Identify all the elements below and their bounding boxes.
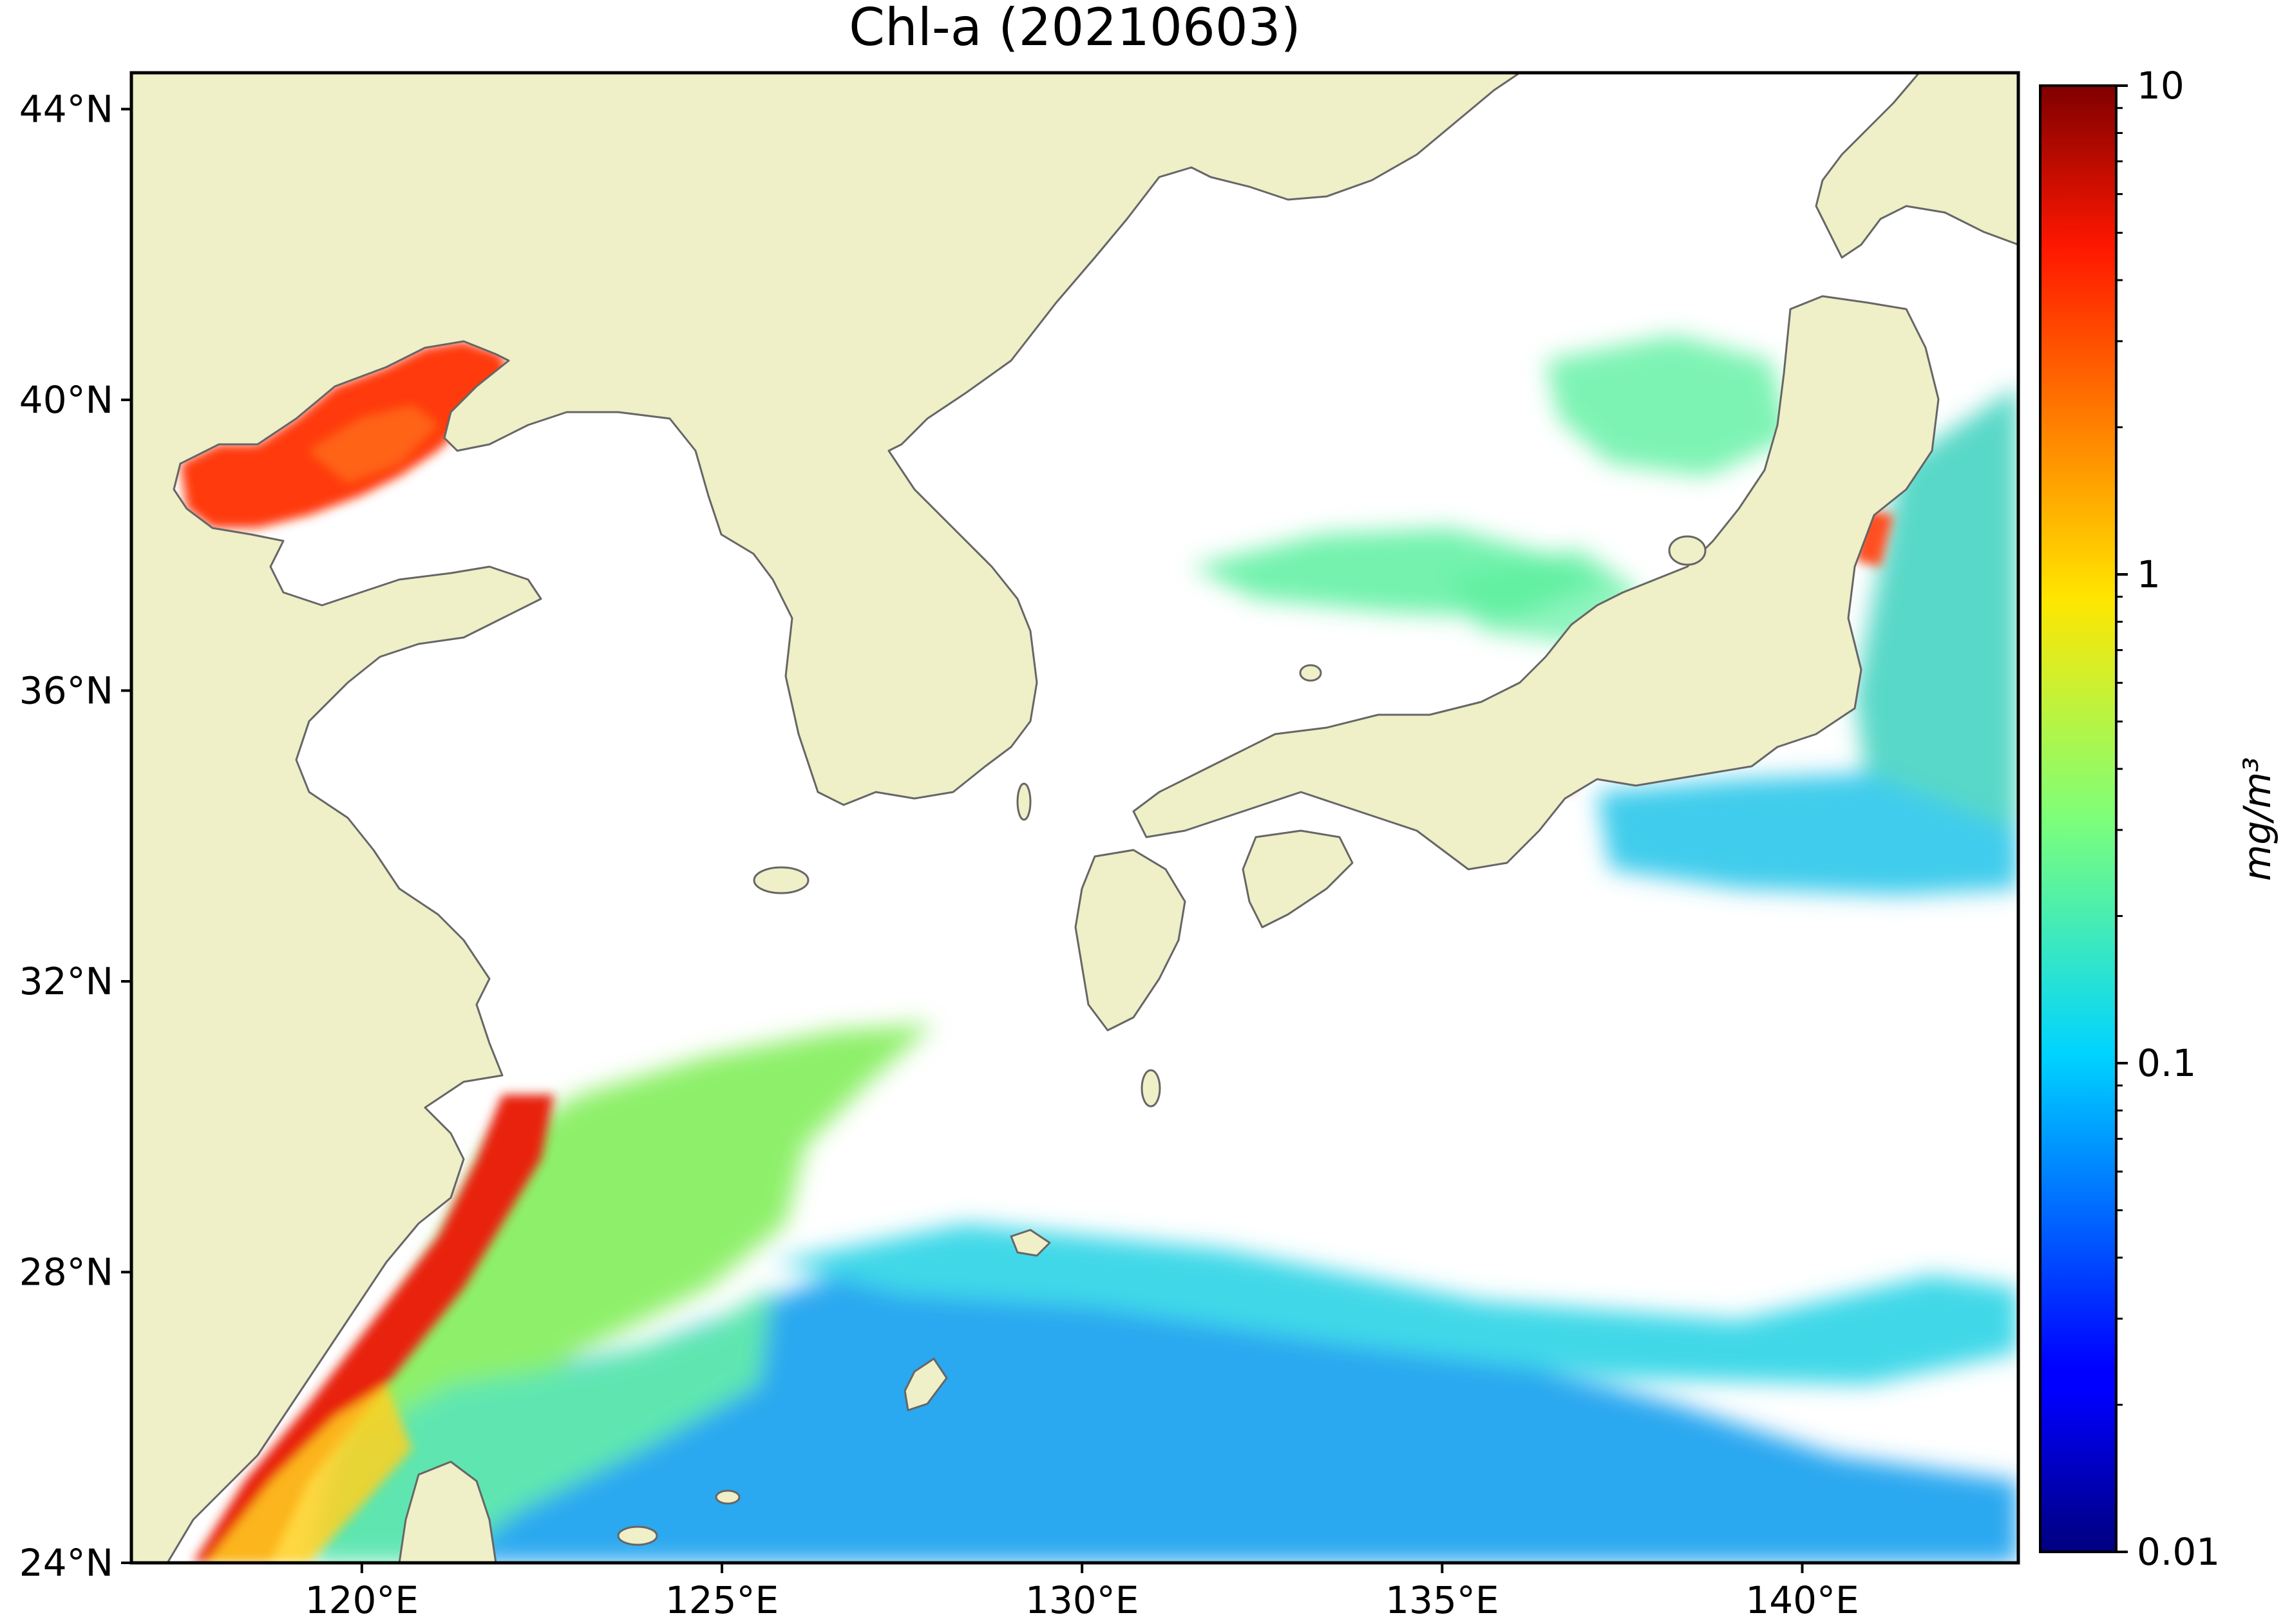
chlorophyll-layer bbox=[180, 335, 2018, 1563]
land-layer bbox=[131, 73, 2018, 1563]
land-shikoku bbox=[1242, 829, 1354, 929]
lat-tick-label: 36°N bbox=[19, 668, 113, 712]
lon-tick-label: 120°E bbox=[305, 1578, 419, 1622]
longitude-axis: 120°E 125°E 130°E 135°E 140°E bbox=[305, 1563, 1859, 1622]
land-jeju-island bbox=[753, 866, 810, 894]
colorbar-gradient bbox=[2040, 86, 2116, 1552]
lat-tick-label: 32°N bbox=[19, 959, 113, 1003]
kuroshio-cyan-band bbox=[773, 1223, 2018, 1384]
lon-tick-label: 135°E bbox=[1385, 1578, 1499, 1622]
colorbar-tick-label: 0.01 bbox=[2137, 1530, 2220, 1574]
pacific-east-of-japan bbox=[1855, 386, 2018, 850]
land-honshu bbox=[1132, 295, 1940, 871]
land-miyako bbox=[715, 1489, 741, 1505]
taiwan-strait-yellow bbox=[206, 1384, 412, 1563]
land-kyushu bbox=[1074, 849, 1186, 1032]
lat-tick-label: 28°N bbox=[19, 1250, 113, 1294]
zhejiang-coastal-high-chl bbox=[193, 1095, 554, 1563]
lat-tick-label: 40°N bbox=[19, 378, 113, 422]
lon-tick-label: 125°E bbox=[665, 1578, 779, 1622]
lat-tick-label: 24°N bbox=[19, 1541, 113, 1585]
colorbar-frame bbox=[2039, 84, 2117, 1553]
map-title: Chl-a (20210603) bbox=[849, 0, 1301, 57]
land-asia-mainland bbox=[131, 73, 1521, 1563]
land-ishigaki bbox=[617, 1525, 658, 1546]
sea-of-japan-patches-2 bbox=[1546, 335, 1790, 477]
map-area bbox=[131, 73, 2018, 1563]
colorbar-tick-label: 0.1 bbox=[2137, 1041, 2196, 1085]
map-frame bbox=[129, 71, 2020, 1565]
subtropical-low-chl-region bbox=[451, 1275, 2018, 1563]
land-hokkaido bbox=[1815, 73, 2018, 259]
lat-tick-label: 44°N bbox=[19, 87, 113, 131]
land-oki-islands bbox=[1299, 664, 1322, 682]
land-taiwan bbox=[398, 1460, 497, 1563]
land-sado-island bbox=[1668, 535, 1707, 566]
colorbar-unit-label: mg/m³ bbox=[2235, 757, 2279, 882]
land-okinawa-island bbox=[904, 1357, 948, 1412]
pacific-south-of-honshu bbox=[1597, 773, 2018, 895]
lon-tick-label: 130°E bbox=[1025, 1578, 1139, 1622]
colorbar: 10 1 0.1 0.01 mg/m³ bbox=[2039, 64, 2279, 1574]
colorbar-ticks: 10 1 0.1 0.01 bbox=[2116, 64, 2220, 1574]
colorbar-tick-label: 1 bbox=[2137, 552, 2161, 596]
land-tsushima bbox=[1016, 782, 1032, 821]
bohai-sea-core bbox=[309, 406, 438, 483]
land-amami-island bbox=[1010, 1229, 1051, 1257]
colorbar-tick-label: 10 bbox=[2137, 64, 2184, 108]
lon-tick-label: 140°E bbox=[1745, 1578, 1859, 1622]
land-tanegashima bbox=[1141, 1069, 1161, 1108]
latitude-axis: 44°N 40°N 36°N 32°N 28°N 24°N bbox=[19, 87, 131, 1585]
